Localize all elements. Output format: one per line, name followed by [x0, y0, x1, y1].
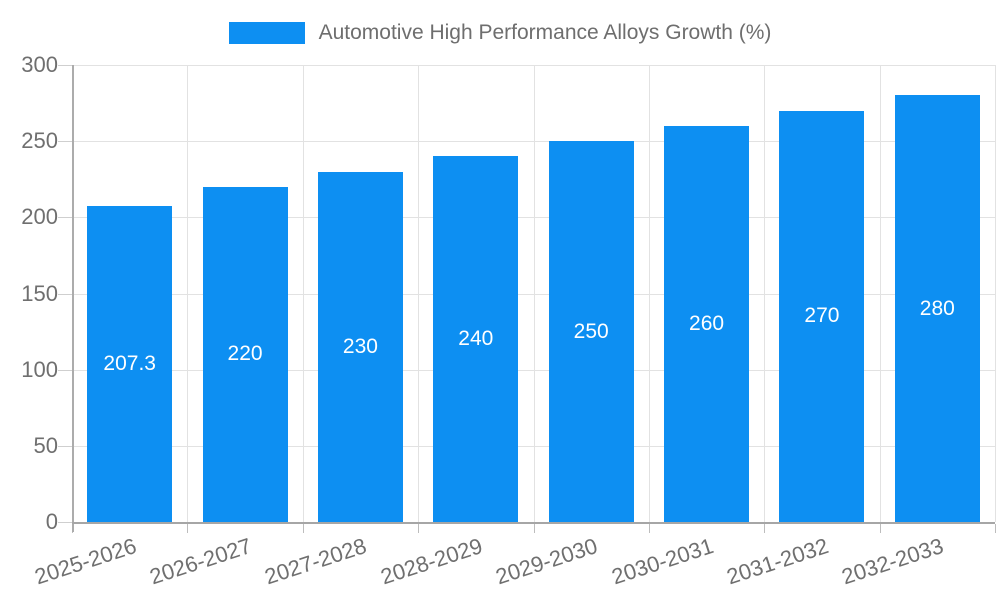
bar-value-label: 220 — [227, 342, 263, 366]
y-axis-tick — [58, 369, 72, 371]
bar-value-label: 240 — [458, 327, 494, 351]
y-axis-label: 300 — [21, 52, 58, 77]
y-axis-label: 200 — [21, 204, 58, 230]
chart-legend[interactable]: Automotive High Performance Alloys Growt… — [0, 19, 1000, 47]
bar-2029-2030[interactable] — [548, 141, 634, 522]
bar-2031-2032[interactable] — [779, 110, 865, 522]
gridline-vertical — [995, 65, 996, 522]
gridline-vertical — [764, 65, 766, 522]
gridline-vertical — [418, 65, 420, 522]
x-axis-line — [72, 522, 995, 524]
x-axis-tick — [302, 524, 304, 533]
x-axis-tick — [418, 524, 420, 533]
y-axis-tick — [58, 293, 72, 295]
bar-2027-2028[interactable] — [317, 171, 403, 522]
bar-value-label: 250 — [573, 319, 609, 343]
x-axis-tick — [879, 524, 881, 533]
bar-value-label: 270 — [804, 304, 840, 328]
bar-value-label: 207.3 — [103, 352, 156, 376]
bar-2026-2027[interactable] — [202, 186, 288, 522]
y-axis-label: 100 — [21, 356, 58, 382]
bar-value-label: 260 — [689, 311, 725, 335]
gridline-vertical — [187, 65, 189, 522]
x-axis-tick — [764, 524, 766, 533]
bar-value-label: 230 — [342, 334, 378, 358]
y-axis-label: 250 — [21, 128, 58, 154]
x-axis-tick — [187, 524, 189, 533]
x-axis-tick — [995, 524, 996, 533]
bar-2025-2026[interactable] — [87, 206, 173, 522]
legend-swatch — [228, 22, 305, 44]
y-axis-tick — [58, 65, 72, 66]
x-axis-tick — [533, 524, 535, 533]
y-axis-tick — [58, 445, 72, 447]
gridline-vertical — [648, 65, 650, 522]
y-axis-label: 150 — [21, 280, 58, 306]
x-axis-tick — [648, 524, 650, 533]
y-axis-line — [72, 65, 74, 532]
bar-2030-2031[interactable] — [664, 125, 750, 522]
legend-label: Automotive High Performance Alloys Growt… — [318, 21, 772, 44]
bar-2028-2029[interactable] — [433, 156, 519, 522]
bar-2032-2033[interactable] — [894, 95, 980, 522]
y-axis-tick — [58, 522, 72, 523]
gridline-vertical — [302, 65, 304, 522]
bar-value-label: 280 — [919, 296, 955, 320]
gridline-vertical — [533, 65, 535, 522]
y-axis-tick — [58, 217, 72, 219]
y-axis-label: 50 — [33, 432, 58, 458]
gridline-vertical — [879, 65, 881, 522]
y-axis-tick — [58, 141, 72, 143]
y-axis-label: 0 — [45, 509, 58, 534]
